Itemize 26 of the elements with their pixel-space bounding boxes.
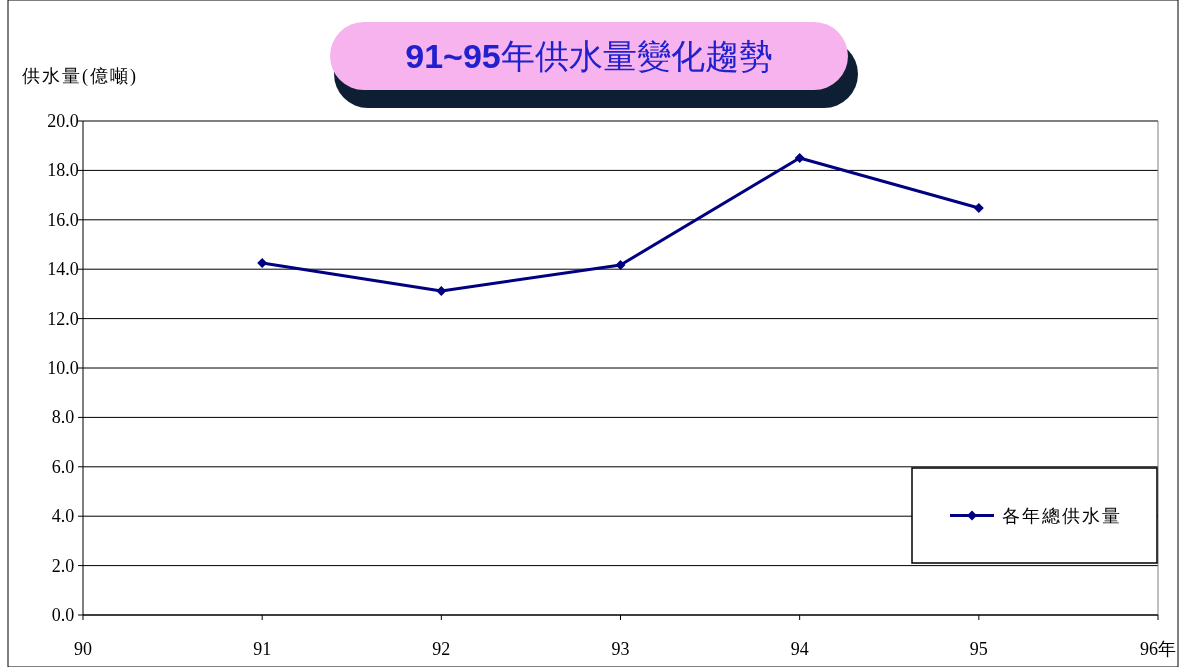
x-tick-label: 93 [611,639,630,659]
x-tick-label: 92 [432,639,451,659]
point [436,285,447,296]
x-tick-label: 91 [253,639,272,659]
y-tick-label: 2.0 [51,555,75,576]
y-tick-label: 16.0 [47,209,79,230]
x-tick-label: 95 [969,639,988,659]
y-tick-label: 18.0 [47,160,79,181]
y-tick-label: 10.0 [47,358,79,378]
y-tick-label: 14.0 [47,259,79,280]
chart-title: 91~95年供水量變化趨勢 [405,37,773,75]
x-tick-label: 96年 [1140,639,1176,659]
y-tick-label: 4.0 [51,506,75,527]
y-tick-label: 0.0 [51,605,75,625]
y-tick-label: 6.0 [51,456,75,477]
point [257,258,268,269]
y-tick-label: 20.0 [47,111,79,131]
point [794,153,805,164]
point [973,202,984,213]
point [615,260,626,270]
y-tick-label: 8.0 [51,407,75,428]
x-tick-label: 94 [790,639,809,659]
y-tick-label: 12.0 [47,308,79,329]
legend-label: 各年總供水量 [1002,505,1122,526]
y-axis-title: 供水量(億噸) [22,66,138,87]
x-tick-label: 90 [74,639,92,659]
